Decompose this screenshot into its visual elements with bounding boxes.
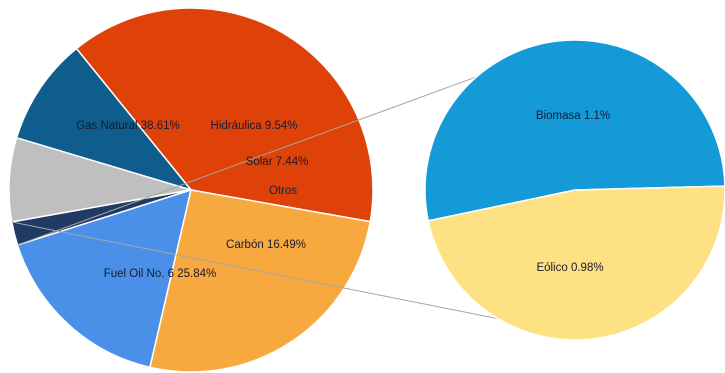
slice-label-gas-natural: Gas Natural 38.61% — [76, 120, 180, 132]
slice-labels: Gas Natural 38.61% Hidráulica 9.54% Solar … — [76, 110, 610, 280]
slice-label-otros: Otros — [269, 185, 297, 197]
sub-pie-slice-eolico — [427, 185, 725, 341]
sub-slice-label-biomasa: Biomasa 1.1% — [536, 110, 610, 122]
slice-label-hidraulica: Hidráulica 9.54% — [211, 120, 298, 132]
connector-line-top — [17, 76, 477, 246]
connector-lines — [11, 76, 498, 320]
secondary-pie — [424, 39, 725, 341]
pie-slice-hidraulica — [15, 47, 194, 192]
slice-label-fuel-oil-no-6: Fuel Oil No. 6 25.84% — [104, 268, 217, 280]
connector-line-bottom — [11, 221, 498, 320]
slice-label-carbon: Carbón 16.49% — [226, 239, 306, 251]
pie-slice-fuel-oil-no-6 — [149, 189, 372, 373]
main-pie — [8, 7, 374, 373]
pie-slice-carbon — [16, 188, 193, 369]
slice-label-solar: Solar 7.44% — [246, 156, 309, 168]
pie-slice-gas-natural — [75, 7, 374, 223]
sub-slice-label-eolico: Eólico 0.98% — [536, 262, 603, 274]
sub-pie-slice-biomasa — [424, 39, 725, 222]
